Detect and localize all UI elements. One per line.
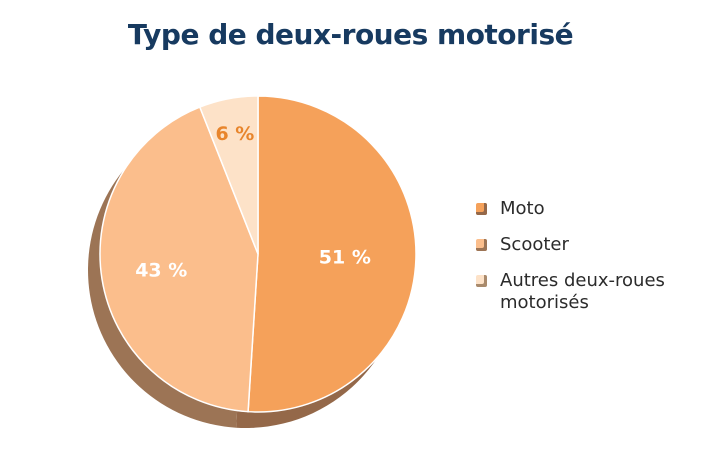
chart-title: Type de deux-roues motorisé — [127, 18, 574, 51]
data-label-autres: 6 % — [215, 123, 254, 145]
data-label-scooter: 43 % — [135, 259, 187, 281]
legend-swatch-scooter — [476, 239, 487, 251]
data-label-moto: 51 % — [319, 247, 371, 269]
pie-slice-autres — [198, 95, 259, 255]
legend: Moto Scooter Autres deux-roues motorisés — [476, 198, 690, 328]
legend-item-autres: Autres deux-roues motorisés — [476, 270, 690, 314]
legend-label-scooter: Scooter — [500, 234, 569, 255]
legend-item-moto: Moto — [476, 198, 690, 220]
legend-label-moto: Moto — [500, 198, 545, 219]
pie-slice-moto — [247, 95, 417, 413]
legend-swatch-autres — [476, 275, 487, 287]
legend-swatch-moto — [476, 203, 487, 215]
pie-slice-scooter — [99, 106, 259, 413]
legend-label-autres: Autres deux-roues motorisés — [500, 270, 665, 313]
legend-item-scooter: Scooter — [476, 234, 690, 256]
